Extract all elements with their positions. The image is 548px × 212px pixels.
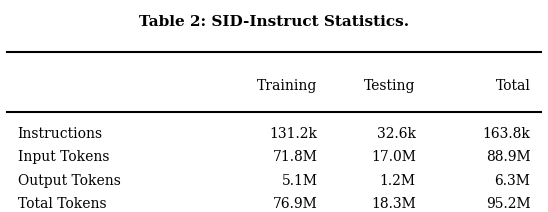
Text: Instructions: Instructions xyxy=(18,127,103,141)
Text: 163.8k: 163.8k xyxy=(482,127,530,141)
Text: 5.1M: 5.1M xyxy=(282,174,318,188)
Text: 95.2M: 95.2M xyxy=(486,197,530,211)
Text: 88.9M: 88.9M xyxy=(486,151,530,165)
Text: 32.6k: 32.6k xyxy=(377,127,416,141)
Text: 71.8M: 71.8M xyxy=(273,151,318,165)
Text: 1.2M: 1.2M xyxy=(380,174,416,188)
Text: 76.9M: 76.9M xyxy=(273,197,318,211)
Text: Table 2: SID-Instruct Statistics.: Table 2: SID-Instruct Statistics. xyxy=(139,15,409,29)
Text: 17.0M: 17.0M xyxy=(371,151,416,165)
Text: 18.3M: 18.3M xyxy=(371,197,416,211)
Text: Total Tokens: Total Tokens xyxy=(18,197,106,211)
Text: Testing: Testing xyxy=(364,79,416,93)
Text: 6.3M: 6.3M xyxy=(494,174,530,188)
Text: Output Tokens: Output Tokens xyxy=(18,174,121,188)
Text: 131.2k: 131.2k xyxy=(270,127,318,141)
Text: Training: Training xyxy=(257,79,318,93)
Text: Input Tokens: Input Tokens xyxy=(18,151,109,165)
Text: Total: Total xyxy=(495,79,530,93)
